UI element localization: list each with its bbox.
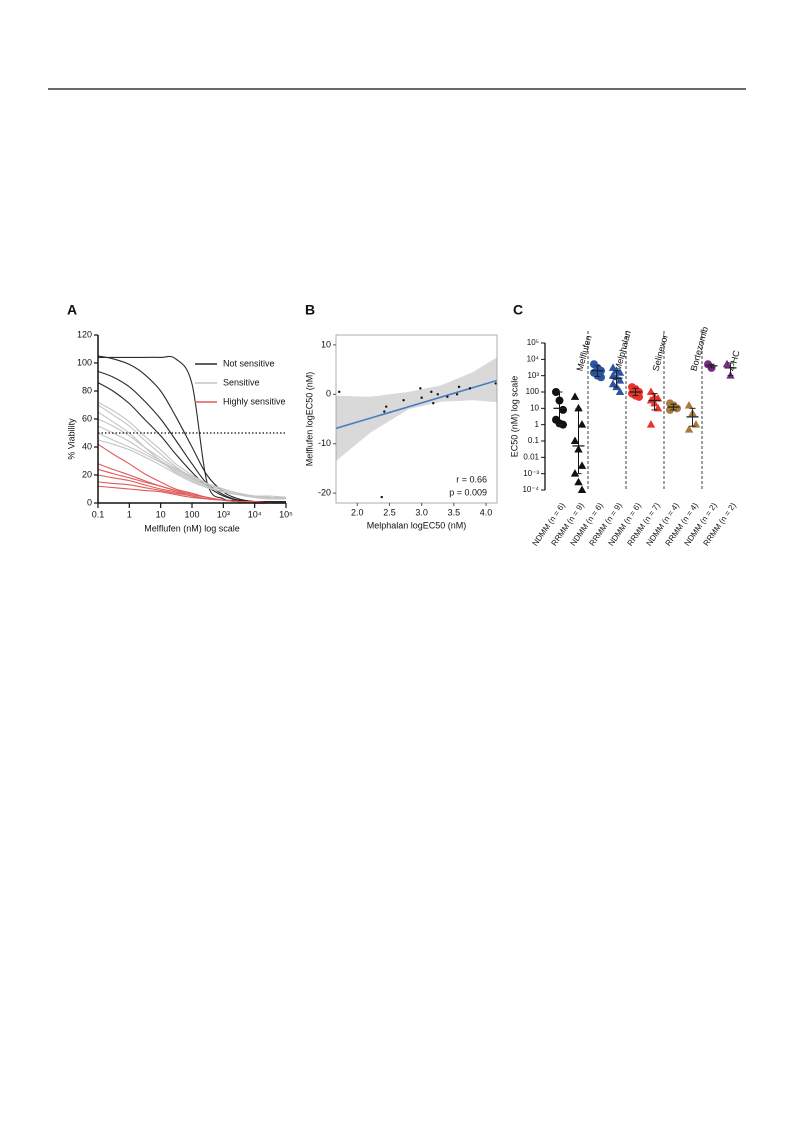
point <box>552 388 560 396</box>
curve <box>97 401 287 498</box>
x-tick-label: 10⁵ <box>279 509 293 519</box>
x-tick-label: 10⁴ <box>248 509 262 519</box>
panel-label: C <box>513 302 523 318</box>
x-tick-label: 100 <box>184 509 199 519</box>
x-axis-label: Melphalan logEC50 (nM) <box>367 520 467 530</box>
y-tick-label: 60 <box>82 413 92 423</box>
point <box>577 420 587 428</box>
point <box>635 392 643 401</box>
y-tick-label: 80 <box>82 385 92 395</box>
point <box>597 373 605 382</box>
y-tick-label: 10 <box>321 339 331 349</box>
y-tick-label: 10 <box>530 403 539 412</box>
group-label: 4-HC <box>727 349 742 372</box>
annotation: r = 0.66 <box>456 474 487 484</box>
panel-label: A <box>67 302 77 318</box>
point <box>577 485 587 493</box>
y-tick-label: 100 <box>526 387 540 396</box>
point <box>468 387 472 390</box>
x-tick-label: 3.5 <box>448 507 461 517</box>
point <box>722 359 732 368</box>
curve <box>97 418 287 500</box>
y-tick-label: 0.01 <box>523 452 539 461</box>
point <box>385 405 388 408</box>
point <box>559 405 567 414</box>
y-tick-label: 20 <box>82 469 92 479</box>
y-tick-label: -20 <box>318 487 331 497</box>
point <box>684 400 694 409</box>
point <box>436 393 439 396</box>
point <box>457 385 461 389</box>
x-axis-label: Melflufen (nM) log scale <box>144 523 240 533</box>
point <box>666 405 674 414</box>
point <box>494 382 497 385</box>
point <box>430 390 433 394</box>
plot-frame <box>335 334 498 504</box>
x-tick-label: 0.1 <box>92 509 105 519</box>
point <box>615 368 625 376</box>
x-tick-label: 2.5 <box>383 507 396 517</box>
point <box>446 395 449 398</box>
legend-label: Highly sensitive <box>223 396 286 406</box>
y-tick-label: 120 <box>77 329 92 339</box>
y-tick-label: 10³ <box>527 371 539 380</box>
point <box>383 410 386 413</box>
point <box>574 477 583 486</box>
y-axis-label: % Viability <box>66 418 76 460</box>
point <box>338 390 341 394</box>
point <box>455 393 459 396</box>
x-tick-label: 1 <box>127 509 132 519</box>
y-tick-label: 0 <box>87 497 92 507</box>
y-tick-label: 10⁵ <box>527 338 539 347</box>
y-tick-label: 10⁻³ <box>523 469 539 478</box>
x-tick-label: 4.0 <box>480 507 493 517</box>
point <box>684 425 694 433</box>
point <box>615 376 625 384</box>
point <box>653 393 663 402</box>
x-tick-label: 3.0 <box>415 507 428 517</box>
point <box>559 420 567 429</box>
point <box>646 420 656 428</box>
legend-label: Sensitive <box>223 377 260 387</box>
y-tick-label: 100 <box>77 357 92 367</box>
y-axis-label: Melflufen logEC50 (nM) <box>304 372 314 467</box>
panel-label: B <box>305 302 315 318</box>
y-tick-label: 10⁻⁴ <box>522 485 539 494</box>
point <box>577 461 587 469</box>
point <box>570 436 580 444</box>
annotation: p = 0.009 <box>449 487 487 497</box>
group-label: Melphalan <box>613 329 633 372</box>
point <box>432 401 435 405</box>
y-tick-label: -10 <box>318 438 331 448</box>
point <box>570 469 580 477</box>
y-tick-label: 40 <box>82 441 92 451</box>
y-axis-label: EC50 (nM) log scale <box>509 376 519 458</box>
curve <box>97 481 286 504</box>
point <box>570 392 580 400</box>
point <box>673 404 681 413</box>
confidence-band <box>336 357 497 461</box>
y-tick-label: 0 <box>326 389 331 399</box>
point <box>420 396 423 399</box>
point <box>402 399 405 402</box>
point <box>419 387 422 390</box>
y-tick-label: 0.1 <box>528 436 540 445</box>
curve <box>97 439 287 500</box>
x-tick-label: 2.0 <box>351 507 364 517</box>
group-label: Selinexor <box>651 333 670 372</box>
x-tick-label: 10³ <box>217 509 230 519</box>
legend-label: Not sensitive <box>223 358 275 368</box>
x-tick-label: 10 <box>156 509 166 519</box>
y-tick-label: 10⁴ <box>527 354 540 363</box>
point <box>380 495 383 499</box>
point <box>615 387 625 395</box>
point <box>574 403 583 412</box>
y-tick-label: 1 <box>535 420 540 429</box>
